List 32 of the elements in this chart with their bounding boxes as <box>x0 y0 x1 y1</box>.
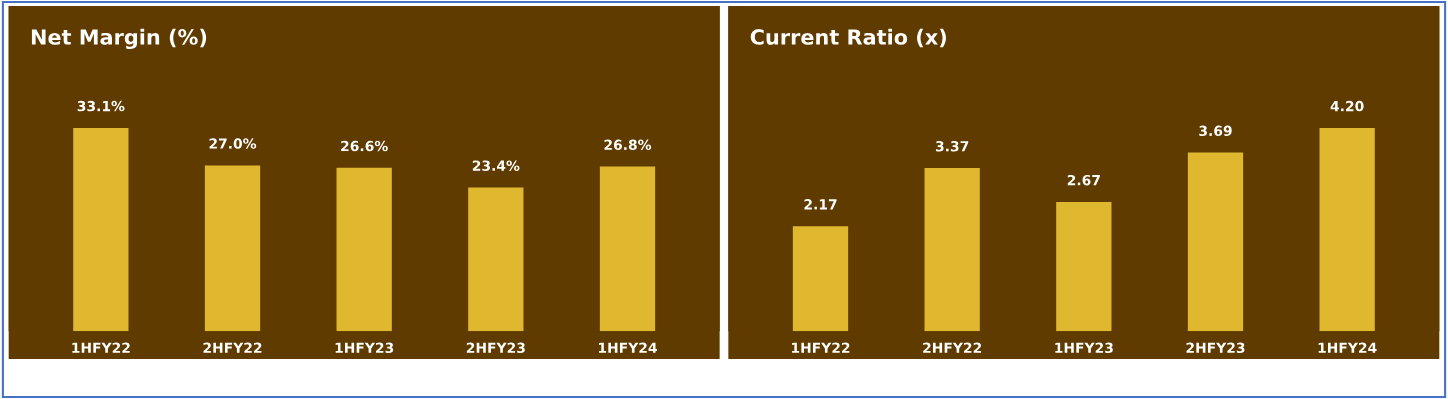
bar <box>336 167 392 332</box>
data-label: 23.4% <box>472 160 520 171</box>
data-label: 2.67 <box>1067 174 1100 186</box>
data-label: 3.37 <box>935 141 969 152</box>
bar <box>73 127 129 332</box>
data-label: 2.17 <box>804 199 837 210</box>
x-tick-label: 1HFY24 <box>598 342 657 353</box>
bar <box>1056 201 1112 332</box>
data-label: 33.1% <box>77 100 125 112</box>
data-label: 4.20 <box>1330 100 1364 112</box>
bar <box>599 166 656 332</box>
bar <box>924 168 980 332</box>
x-tick-label: 2HFY22 <box>203 342 262 353</box>
bar <box>1319 127 1375 332</box>
data-label: 27.0% <box>209 138 257 149</box>
bar <box>1187 152 1244 332</box>
x-tick-label: 1HFY22 <box>791 342 850 353</box>
x-tick-label: 1HFY24 <box>1318 342 1377 353</box>
x-tick-label: 1HFY23 <box>335 342 394 354</box>
data-label: 26.8% <box>604 139 652 151</box>
data-label: 3.69 <box>1199 125 1232 137</box>
chart-title: Net Margin (%) <box>31 28 207 50</box>
bar <box>204 165 261 332</box>
x-tick-label: 1HFY22 <box>72 342 130 353</box>
x-tick-label: 2HFY23 <box>466 342 525 354</box>
x-tick-label: 2HFY22 <box>923 342 982 353</box>
data-label: 26.6% <box>341 140 388 152</box>
bar <box>792 226 849 332</box>
chart-title: Current Ratio (x) <box>750 28 946 48</box>
bar <box>468 187 524 332</box>
x-tick-label: 1HFY23 <box>1055 342 1113 354</box>
x-tick-label: 2HFY23 <box>1186 342 1245 354</box>
